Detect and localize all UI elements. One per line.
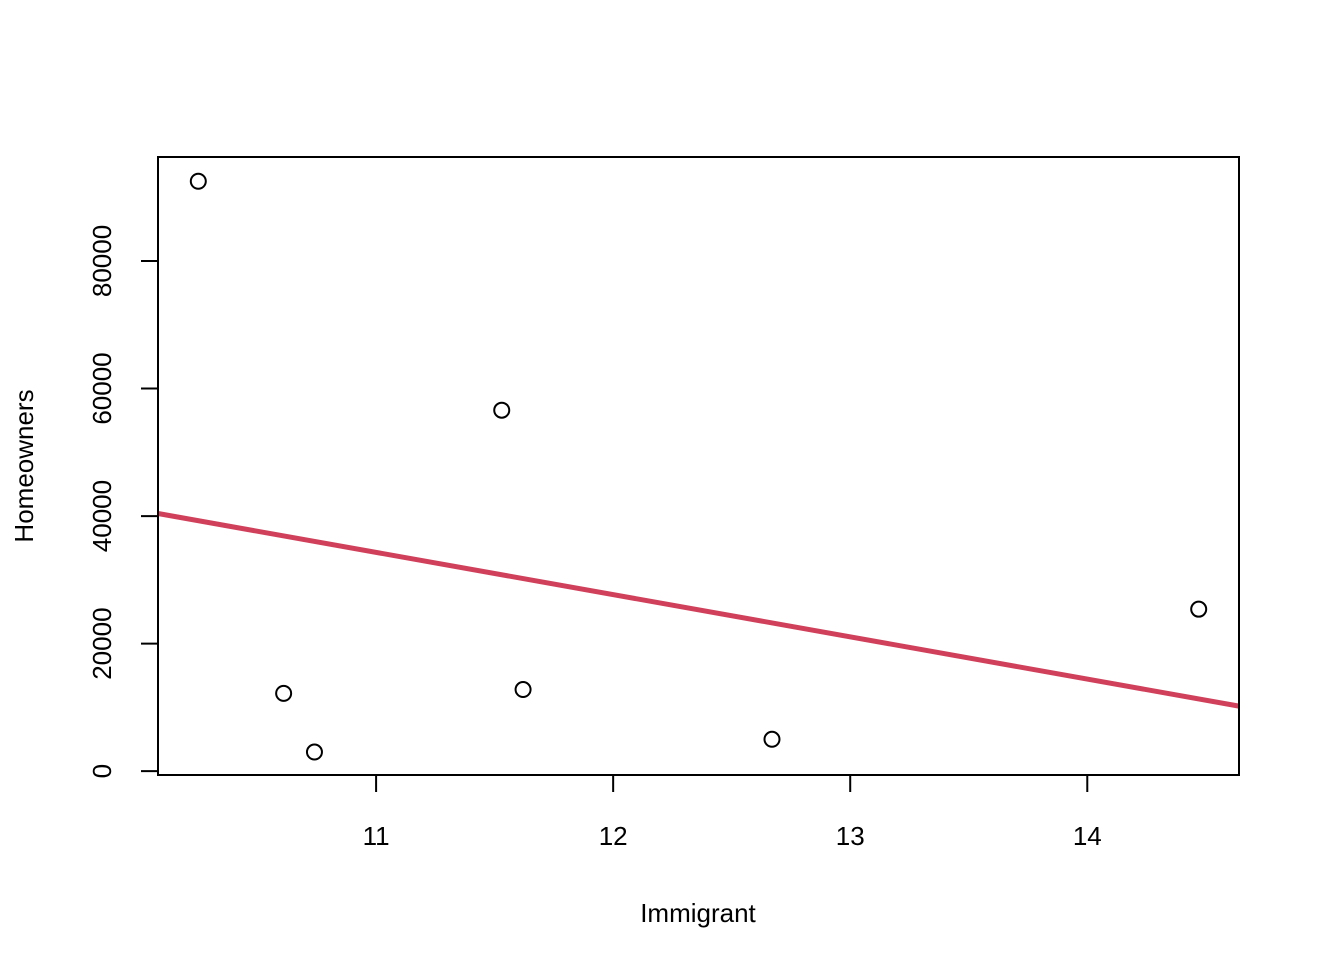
x-tick-label: 12 [599, 821, 628, 851]
data-point [1190, 600, 1208, 618]
data-point [514, 681, 532, 699]
data-point [763, 730, 781, 748]
y-tick-label: 60000 [87, 352, 117, 424]
x-axis-title: Immigrant [640, 898, 756, 928]
points-layer [189, 172, 1208, 761]
data-point [305, 743, 323, 761]
x-tick-label: 11 [363, 821, 390, 851]
regression-layer [157, 511, 1240, 709]
data-point [275, 684, 293, 702]
x-tick-label: 14 [1073, 821, 1102, 851]
regression-line [157, 511, 1240, 709]
data-point [189, 172, 207, 190]
plot-frame [157, 156, 1240, 776]
y-tick-label: 40000 [87, 480, 117, 552]
y-tick-label: 80000 [87, 225, 117, 297]
y-tick-label: 0 [87, 764, 117, 778]
y-tick-label: 20000 [87, 607, 117, 679]
y-axis-title: Homeowners [9, 389, 39, 542]
x-tick-label: 13 [836, 821, 865, 851]
data-point [493, 401, 511, 419]
